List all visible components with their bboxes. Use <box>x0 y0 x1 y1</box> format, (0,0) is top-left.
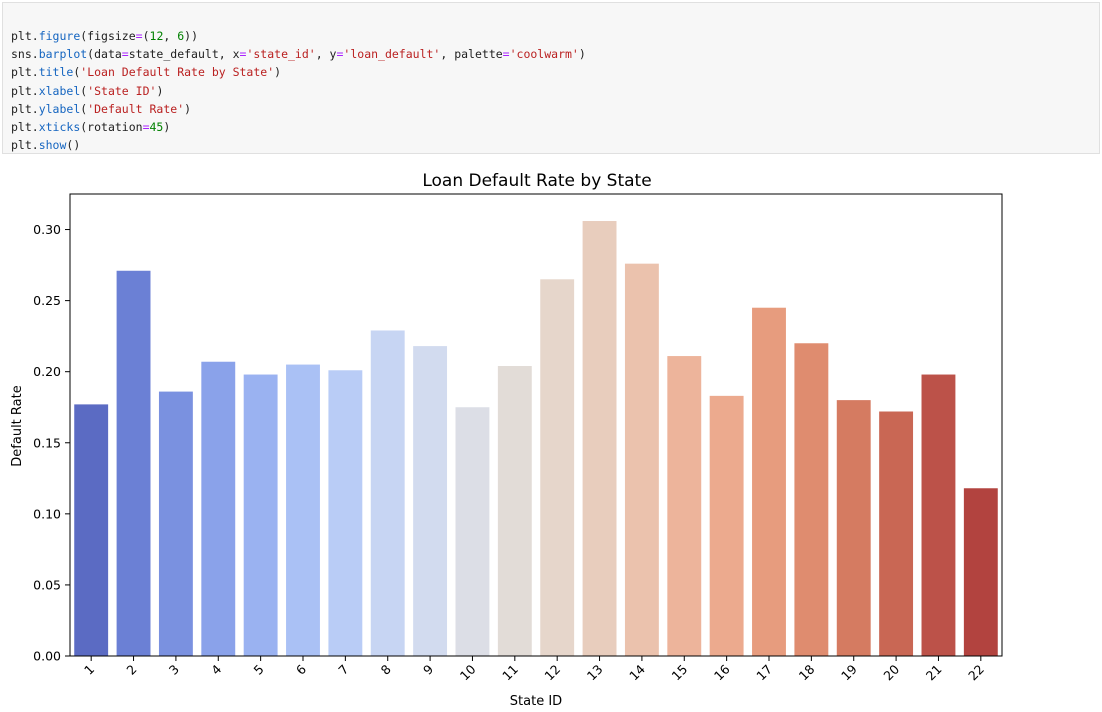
bar-3 <box>158 391 193 656</box>
bar-19 <box>836 400 871 656</box>
y-tick-label: 0.05 <box>33 577 61 592</box>
x-tick-label: 11 <box>499 662 521 684</box>
x-tick-label: 10 <box>457 661 479 683</box>
bar-20 <box>879 411 914 656</box>
bar-17 <box>752 307 786 656</box>
x-tick-label: 4 <box>208 661 224 677</box>
x-tick-label: 21 <box>923 662 945 684</box>
bar-8 <box>370 330 405 656</box>
code-line: plt.xticks(rotation=45) <box>11 120 171 135</box>
bar-chart: Loan Default Rate by State 0.000.050.100… <box>10 171 1003 709</box>
x-tick-label: 1 <box>81 662 97 678</box>
y-tick-label: 0.10 <box>33 506 61 521</box>
bar-9 <box>413 346 448 656</box>
bar-21 <box>921 374 956 656</box>
code-line: plt.title('Loan Default Rate by State') <box>11 65 282 80</box>
x-tick-label: 22 <box>965 662 987 684</box>
x-tick-label: 6 <box>293 661 309 677</box>
x-axis-label: State ID <box>510 694 562 709</box>
bar-15 <box>667 356 702 656</box>
y-tick-label: 0.30 <box>33 222 61 237</box>
y-tick-label: 0.20 <box>33 364 61 379</box>
code-line: plt.figure(figsize=(12, 6)) <box>11 29 199 43</box>
chart-title: Loan Default Rate by State <box>422 171 651 191</box>
bar-11 <box>497 366 532 656</box>
x-tick-label: 2 <box>123 662 139 678</box>
x-tick-label: 15 <box>669 662 691 684</box>
code-editor[interactable]: plt.figure(figsize=(12, 6)) sns.barplot(d… <box>11 27 586 154</box>
bar-7 <box>328 370 363 656</box>
x-tick-label: 3 <box>166 662 182 678</box>
bar-4 <box>201 361 236 656</box>
x-tick-label: 20 <box>880 661 902 683</box>
bar-1 <box>74 404 109 656</box>
bar-18 <box>794 343 829 656</box>
x-tick-label: 18 <box>796 661 818 683</box>
y-axis-label: Default Rate <box>10 385 25 466</box>
x-axis: 1 2 3 4 5 6 7 8 9 10 11 12 13 14 15 16 17 18 19 20 21 22 <box>81 656 987 683</box>
x-tick-label: 19 <box>838 661 860 683</box>
code-cell[interactable]: plt.figure(figsize=(12, 6)) sns.barplot(d… <box>2 2 1100 154</box>
x-tick-label: 13 <box>584 662 606 684</box>
x-tick-label: 16 <box>711 661 733 683</box>
code-line: plt.show() <box>11 138 81 153</box>
bar-22 <box>963 488 998 656</box>
code-line: sns.barplot(data=state_default, x='state… <box>11 47 586 62</box>
code-line: plt.xlabel('State ID') <box>11 83 164 98</box>
x-tick-label: 5 <box>251 662 267 678</box>
x-tick-label: 17 <box>753 662 775 684</box>
bar-12 <box>540 279 575 656</box>
y-tick-label: 0.00 <box>33 649 61 664</box>
bar-13 <box>582 221 617 656</box>
bar-16 <box>709 395 744 656</box>
x-tick-label: 12 <box>541 662 563 684</box>
code-line: plt.ylabel('Default Rate') <box>11 101 192 116</box>
bar-2 <box>116 270 151 656</box>
y-tick-label: 0.25 <box>33 293 61 308</box>
x-tick-label: 9 <box>420 661 436 677</box>
bars <box>74 221 998 656</box>
x-tick-label: 8 <box>378 661 394 677</box>
bar-6 <box>286 364 320 656</box>
bar-5 <box>243 374 278 656</box>
x-tick-label: 14 <box>626 661 648 683</box>
y-tick-label: 0.15 <box>33 435 61 450</box>
bar-10 <box>455 407 490 656</box>
x-tick-label: 7 <box>335 662 351 678</box>
y-axis: 0.00 0.05 0.10 0.15 0.20 0.25 0.30 <box>33 222 70 664</box>
cell-output: Loan Default Rate by State 0.00 0.05 0.10 0… <box>0 160 1102 712</box>
plot-frame <box>69 193 1003 657</box>
bar-14 <box>624 263 659 656</box>
